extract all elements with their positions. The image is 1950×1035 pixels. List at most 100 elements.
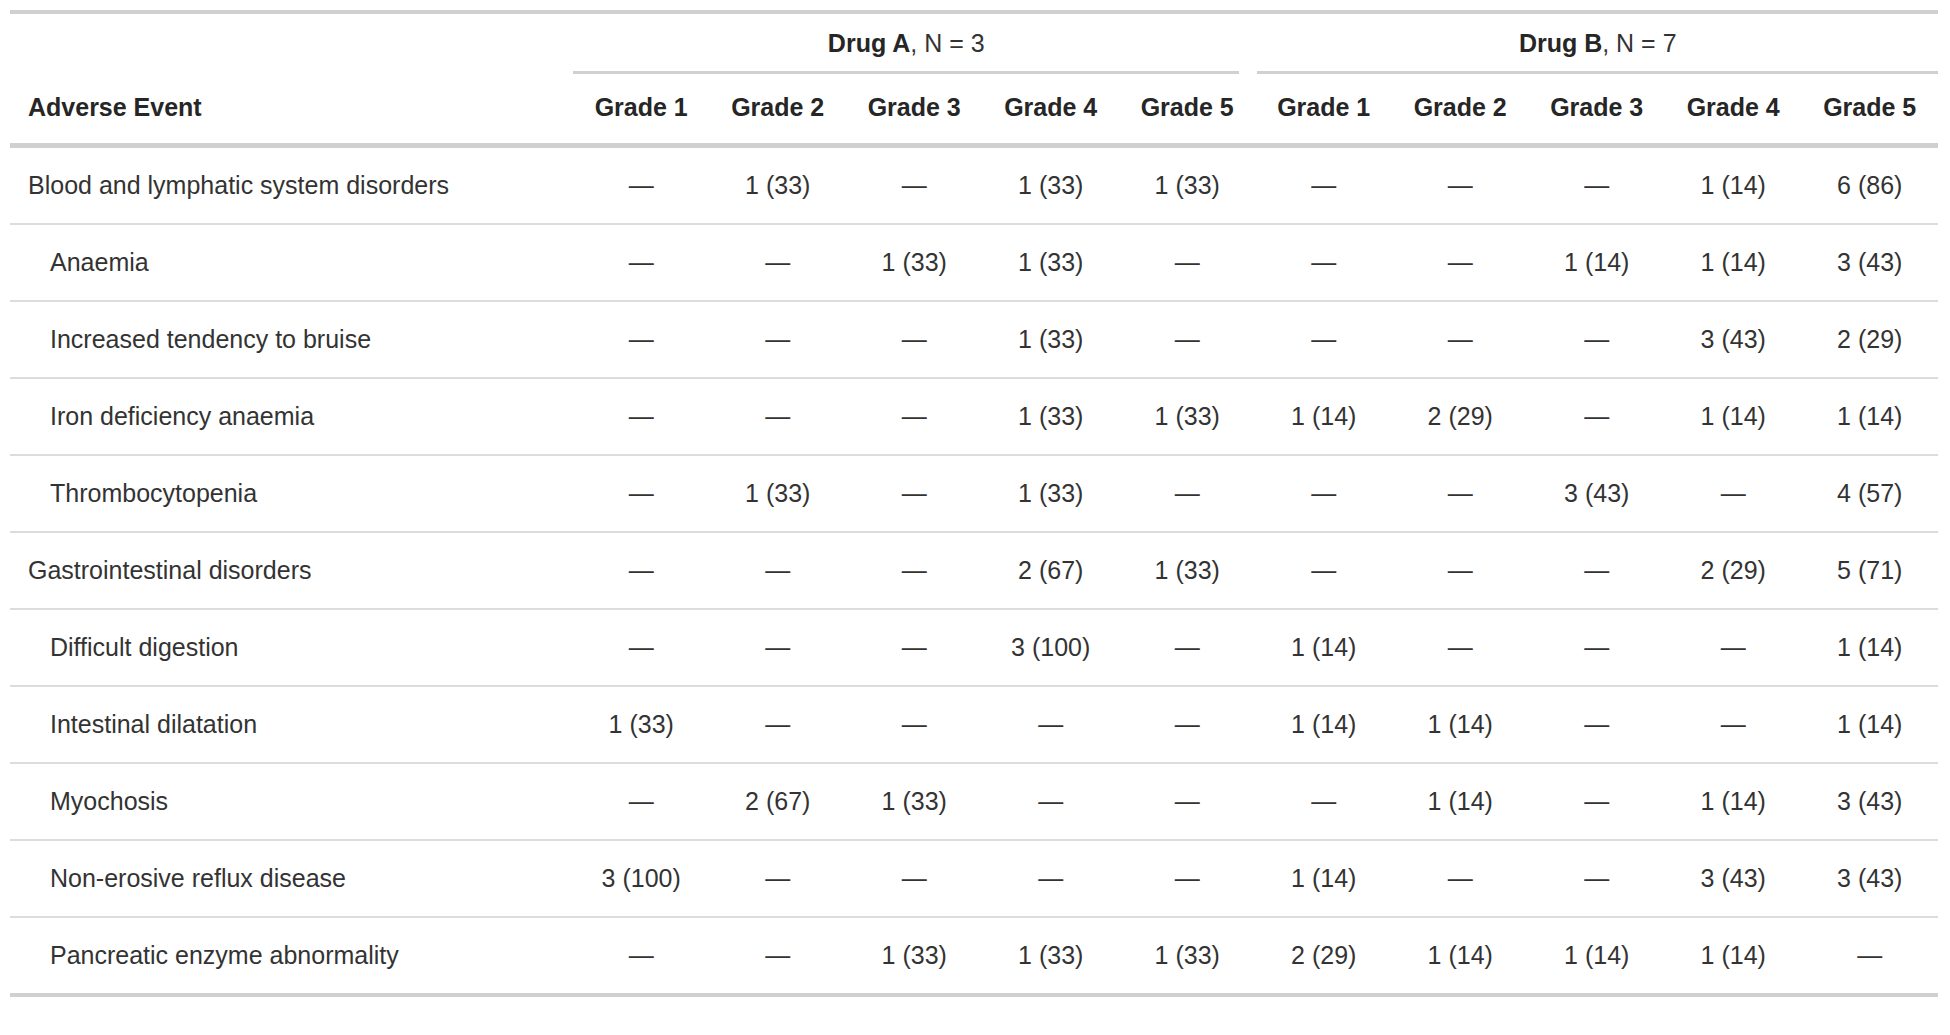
grade-cell: 1 (14): [1665, 378, 1802, 455]
grade-cell: —: [1801, 917, 1938, 995]
grade-cell: 1 (33): [1119, 917, 1256, 995]
grade-cell: —: [1255, 146, 1392, 225]
event-name: Increased tendency to bruise: [10, 301, 573, 378]
grade-cell: 1 (14): [1392, 686, 1529, 763]
grade-header-b2: Grade 2: [1392, 74, 1529, 146]
event-name: Anaemia: [10, 224, 573, 301]
grade-cell: 1 (33): [573, 686, 710, 763]
grade-cell: 1 (14): [1528, 917, 1665, 995]
grade-cell: —: [709, 532, 846, 609]
grade-cell: 5 (71): [1801, 532, 1938, 609]
grade-cell: 1 (33): [982, 455, 1119, 532]
grade-cell: —: [1665, 609, 1802, 686]
grade-cell: 1 (14): [1255, 378, 1392, 455]
table-body: Blood and lymphatic system disorders — 1…: [10, 146, 1938, 996]
table-row: Difficult digestion — — — 3 (100) — 1 (1…: [10, 609, 1938, 686]
grade-cell: 2 (29): [1665, 532, 1802, 609]
grade-cell: —: [1255, 301, 1392, 378]
table-row: Increased tendency to bruise — — — 1 (33…: [10, 301, 1938, 378]
grade-cell: —: [573, 763, 710, 840]
grade-cell: 3 (43): [1665, 840, 1802, 917]
grade-cell: —: [1119, 301, 1256, 378]
grade-cell: 1 (33): [982, 917, 1119, 995]
event-name: Intestinal dilatation: [10, 686, 573, 763]
grade-cell: —: [1255, 532, 1392, 609]
grade-cell: —: [846, 686, 983, 763]
grade-cell: 1 (14): [1528, 224, 1665, 301]
grade-cell: 1 (33): [846, 917, 983, 995]
event-name: Thrombocytopenia: [10, 455, 573, 532]
grade-cell: 1 (33): [846, 763, 983, 840]
event-name: Non-erosive reflux disease: [10, 840, 573, 917]
grade-cell: —: [709, 609, 846, 686]
drug-b-group-label: Drug B, N = 7: [1257, 29, 1938, 74]
grade-cell: 3 (100): [982, 609, 1119, 686]
grade-cell: —: [709, 917, 846, 995]
grade-header-b5: Grade 5: [1801, 74, 1938, 146]
event-name: Pancreatic enzyme abnormality: [10, 917, 573, 995]
adverse-events-table-container: Drug A, N = 3 Drug B, N = 7 Adverse Even…: [0, 0, 1950, 997]
grade-cell: —: [709, 686, 846, 763]
grade-cell: 1 (33): [1119, 146, 1256, 225]
grade-cell: 1 (14): [1801, 609, 1938, 686]
grade-cell: —: [573, 224, 710, 301]
grade-cell: 3 (43): [1801, 224, 1938, 301]
grade-cell: —: [1255, 455, 1392, 532]
grade-cell: —: [1528, 301, 1665, 378]
grade-cell: 3 (100): [573, 840, 710, 917]
grade-cell: —: [709, 378, 846, 455]
grade-cell: —: [573, 532, 710, 609]
grade-cell: —: [1528, 763, 1665, 840]
grade-cell: 1 (14): [1665, 146, 1802, 225]
grade-cell: —: [846, 840, 983, 917]
grade-cell: 3 (43): [1801, 763, 1938, 840]
grade-cell: —: [573, 146, 710, 225]
table-row: Pancreatic enzyme abnormality — — 1 (33)…: [10, 917, 1938, 995]
adverse-event-header: Adverse Event: [10, 74, 573, 146]
column-header-row: Adverse Event Grade 1 Grade 2 Grade 3 Gr…: [10, 74, 1938, 146]
grade-header-a5: Grade 5: [1119, 74, 1256, 146]
table-row: Non-erosive reflux disease 3 (100) — — —…: [10, 840, 1938, 917]
grade-cell: —: [1665, 455, 1802, 532]
group-header-spacer: [10, 12, 573, 74]
grade-cell: —: [1255, 763, 1392, 840]
grade-cell: —: [573, 609, 710, 686]
drug-a-n: , N = 3: [910, 29, 984, 57]
grade-cell: 1 (33): [709, 455, 846, 532]
grade-cell: 1 (14): [1665, 917, 1802, 995]
grade-cell: —: [1392, 224, 1529, 301]
grade-cell: —: [1119, 763, 1256, 840]
grade-header-a3: Grade 3: [846, 74, 983, 146]
event-name: Gastrointestinal disorders: [10, 532, 573, 609]
grade-cell: 1 (33): [982, 301, 1119, 378]
drug-a-group-header: Drug A, N = 3: [573, 12, 1256, 74]
grade-cell: 3 (43): [1801, 840, 1938, 917]
grade-cell: —: [846, 378, 983, 455]
drug-b-name: Drug B: [1519, 29, 1602, 57]
grade-cell: —: [1392, 301, 1529, 378]
grade-cell: —: [709, 840, 846, 917]
grade-cell: —: [1528, 378, 1665, 455]
grade-header-a4: Grade 4: [982, 74, 1119, 146]
table-row: Myochosis — 2 (67) 1 (33) — — — 1 (14) —…: [10, 763, 1938, 840]
grade-cell: —: [573, 301, 710, 378]
grade-cell: —: [846, 301, 983, 378]
grade-cell: —: [1119, 609, 1256, 686]
grade-cell: —: [846, 455, 983, 532]
grade-cell: —: [1392, 455, 1529, 532]
grade-cell: 1 (14): [1665, 763, 1802, 840]
grade-cell: —: [982, 686, 1119, 763]
event-name: Difficult digestion: [10, 609, 573, 686]
grade-cell: —: [1528, 532, 1665, 609]
grade-cell: —: [846, 532, 983, 609]
grade-cell: —: [573, 917, 710, 995]
grade-cell: 1 (14): [1255, 840, 1392, 917]
grade-cell: 6 (86): [1801, 146, 1938, 225]
grade-cell: 1 (33): [982, 146, 1119, 225]
grade-cell: —: [573, 455, 710, 532]
event-name: Iron deficiency anaemia: [10, 378, 573, 455]
grade-cell: —: [1119, 686, 1256, 763]
grade-cell: 1 (33): [982, 224, 1119, 301]
grade-cell: —: [1528, 840, 1665, 917]
table-row: Iron deficiency anaemia — — — 1 (33) 1 (…: [10, 378, 1938, 455]
